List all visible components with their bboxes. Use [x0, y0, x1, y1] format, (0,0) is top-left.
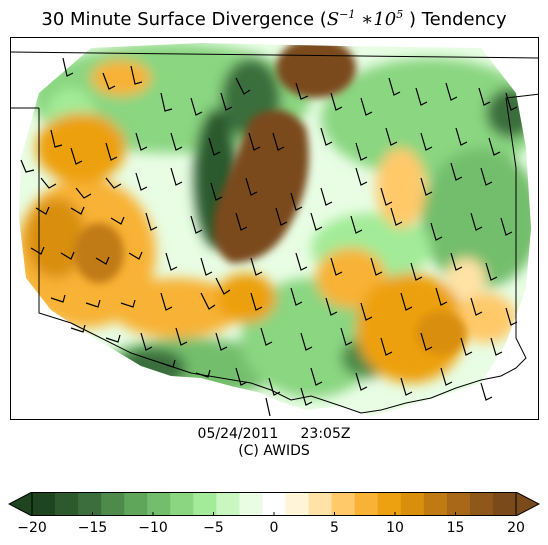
colorbar-swatch: [262, 492, 287, 516]
colorbar-swatch: [331, 492, 356, 516]
colorbar-swatch: [446, 492, 471, 516]
colorbar-tick-label: −15: [77, 520, 108, 536]
colorbar-swatch: [55, 492, 79, 516]
title-suffix: ) Tendency: [403, 9, 507, 30]
colorbar-swatch: [492, 492, 517, 516]
colorbar-tick-label: 20: [507, 520, 525, 536]
colorbar-ticks: −20 −15 −10 −5 0 5 10 15 20: [0, 518, 548, 542]
credit-text: (C) AWIDS: [238, 443, 310, 459]
colorbar-swatch: [193, 492, 217, 516]
title-prefix: 30 Minute Surface Divergence (: [41, 9, 327, 30]
colorbar-swatch: [124, 492, 148, 516]
colorbar-tick-label: −10: [138, 520, 168, 536]
colorbar-tick-label: 5: [330, 520, 339, 536]
colorbar-swatch: [354, 492, 379, 516]
colorbar-swatch: [308, 492, 333, 516]
colorbar-tick-label: −20: [17, 520, 47, 536]
colorbar-tick-label: −5: [203, 520, 224, 536]
timestamp: 05/24/2011 23:05Z: [0, 426, 548, 442]
colorbar-extend-min: [8, 492, 33, 516]
colorbar-swatch: [170, 492, 194, 516]
title-math-mid: ∗10: [355, 9, 397, 30]
divergence-map: [11, 43, 538, 417]
colorbar: [8, 492, 540, 516]
time-text: 23:05Z: [300, 426, 351, 442]
title-math-base: S: [326, 9, 340, 30]
colorbar-swatch: [285, 492, 310, 516]
colorbar-swatch: [101, 492, 125, 516]
wind-barbs: [20, 57, 518, 417]
colorbar-swatch: [78, 492, 102, 516]
colorbar-swatch: [216, 492, 240, 516]
colorbar-swatch: [469, 492, 494, 516]
title-math-exp1: −1: [339, 8, 356, 21]
colorbar-swatch: [400, 492, 425, 516]
colorbar-extend-max: [515, 492, 540, 516]
title-math-exp2: 5: [396, 8, 404, 21]
map-panel: [10, 37, 539, 420]
colorbar-swatch: [239, 492, 263, 516]
colorbar-swatch: [377, 492, 402, 516]
colorbar-swatch: [147, 492, 171, 516]
contour-fill: [19, 43, 531, 416]
date-text: 05/24/2011: [197, 426, 279, 442]
colorbar-tick-label: 0: [269, 520, 279, 536]
colorbar-swatch: [423, 492, 448, 516]
colorbar-tick-label: 15: [446, 520, 465, 536]
colorbar-swatch: [32, 492, 56, 516]
chart-title: 30 Minute Surface Divergence (S−1 ∗105 )…: [0, 8, 548, 30]
colorbar-tick-label: 10: [386, 520, 404, 536]
